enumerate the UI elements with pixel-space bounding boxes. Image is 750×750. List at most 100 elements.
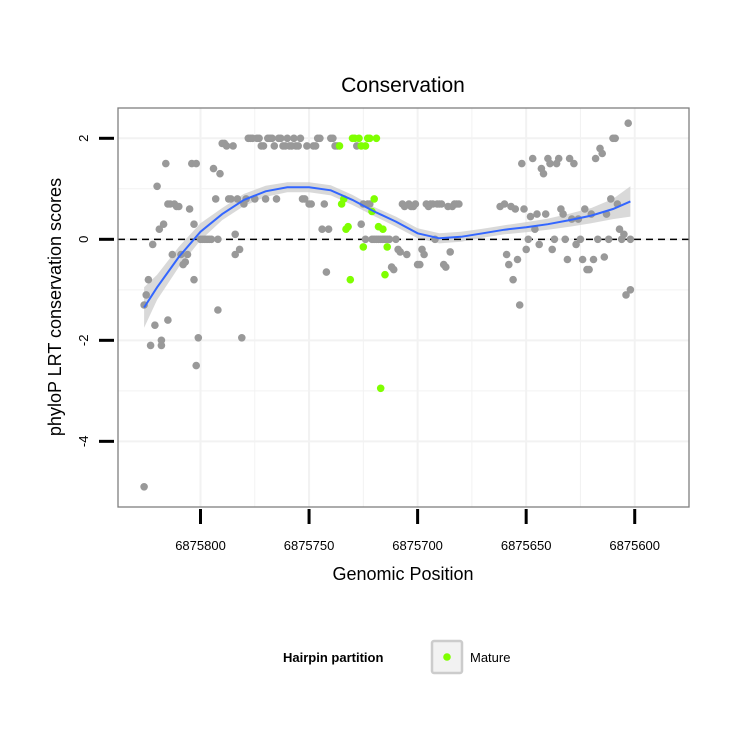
other-point-113 (389, 265, 398, 274)
y-tick-label-1: 0 (76, 236, 91, 243)
smooth-line (143, 186, 631, 309)
plot-frame (117, 107, 690, 508)
other-point-13 (164, 316, 172, 324)
other-point-168 (550, 235, 559, 244)
other-point-152 (515, 301, 524, 309)
other-point-156 (524, 235, 533, 244)
x-axis-title: Genomic Position (332, 564, 473, 584)
other-point-154 (520, 205, 528, 213)
other-point-92 (324, 225, 333, 233)
chart-title: Conservation (341, 74, 465, 97)
other-point-12 (162, 159, 170, 168)
mature-point-0 (335, 142, 344, 150)
mature-point-19 (379, 225, 387, 233)
other-point-16 (168, 250, 177, 259)
other-point-201 (622, 291, 630, 299)
x-tick-label-1: 6875750 (284, 538, 335, 553)
other-point-116 (396, 248, 405, 256)
x-tick-label-2: 6875700 (392, 538, 443, 553)
mature-point-20 (381, 270, 389, 279)
other-point-193 (604, 235, 613, 244)
other-point-91 (322, 268, 331, 276)
other-point-51 (235, 245, 244, 254)
other-point-11 (159, 220, 168, 228)
other-point-89 (318, 225, 326, 233)
other-point-163 (539, 169, 548, 178)
other-point-198 (615, 225, 624, 233)
other-point-184 (585, 265, 593, 274)
other-point-73 (283, 134, 292, 143)
other-point-145 (500, 200, 509, 208)
other-point-180 (576, 235, 585, 244)
other-point-159 (531, 225, 539, 233)
other-point-149 (509, 275, 517, 284)
other-point-157 (526, 212, 535, 221)
other-point-196 (611, 134, 619, 143)
mature-point-4 (344, 222, 352, 231)
other-point-82 (303, 142, 311, 150)
other-point-102 (366, 200, 374, 208)
x-axis-ticks: 6875800 6875750 6875700 6875650 6875600 (175, 509, 660, 553)
other-point-23 (183, 250, 192, 259)
other-point-4 (146, 341, 155, 350)
other-point-60 (255, 134, 263, 143)
other-point-30 (194, 334, 203, 342)
other-point-26 (190, 275, 198, 284)
other-point-170 (554, 154, 563, 163)
other-point-48 (231, 250, 239, 259)
other-point-8 (155, 225, 164, 233)
other-point-188 (594, 235, 602, 244)
y-tick-label-0: 2 (76, 135, 91, 142)
other-point-127 (420, 250, 428, 259)
other-point-187 (591, 154, 600, 163)
other-point-2 (142, 291, 150, 299)
other-point-84 (307, 200, 316, 208)
mature-point-15 (370, 195, 379, 203)
other-point-204 (626, 235, 635, 244)
other-point-49 (231, 230, 239, 239)
other-point-123 (411, 200, 420, 208)
mature-point-13 (366, 134, 374, 143)
x-tick-label-4: 6875600 (609, 538, 660, 553)
other-point-28 (192, 361, 200, 370)
legend-label-mature: Mature (470, 650, 510, 665)
confidence-ribbon (144, 182, 631, 328)
legend-title: Hairpin partition (283, 650, 383, 665)
other-point-158 (528, 154, 537, 163)
y-axis-title: phyloP LRT conservation scores (45, 178, 65, 436)
confidence-ribbon-group (144, 182, 631, 328)
other-point-164 (541, 210, 550, 218)
other-point-186 (589, 255, 598, 264)
other-point-181 (578, 255, 587, 264)
other-point-70 (277, 134, 285, 143)
other-point-29 (192, 159, 200, 168)
other-point-76 (290, 134, 298, 143)
legend-key-mature-point (443, 653, 451, 661)
smooth-line-group (143, 186, 631, 309)
mature-point-18 (376, 384, 385, 393)
other-point-41 (216, 169, 224, 178)
other-point-114 (392, 235, 400, 244)
other-point-111 (385, 235, 394, 244)
other-point-155 (522, 245, 530, 254)
other-point-7 (153, 182, 161, 191)
other-point-143 (455, 200, 463, 208)
other-point-40 (214, 235, 222, 244)
other-point-137 (442, 263, 450, 271)
other-point-182 (581, 205, 589, 213)
other-point-81 (300, 195, 309, 203)
other-point-146 (502, 250, 511, 259)
y-tick-label-3: -4 (76, 436, 91, 448)
other-point-178 (572, 240, 580, 249)
other-point-200 (620, 230, 628, 239)
other-point-3 (144, 275, 153, 284)
grid-lines (118, 108, 689, 507)
other-point-27 (190, 220, 198, 228)
other-point-194 (607, 195, 615, 203)
other-point-79 (296, 134, 305, 143)
data-points (140, 119, 635, 491)
x-tick-label-3: 6875650 (501, 538, 552, 553)
other-point-119 (403, 250, 411, 259)
